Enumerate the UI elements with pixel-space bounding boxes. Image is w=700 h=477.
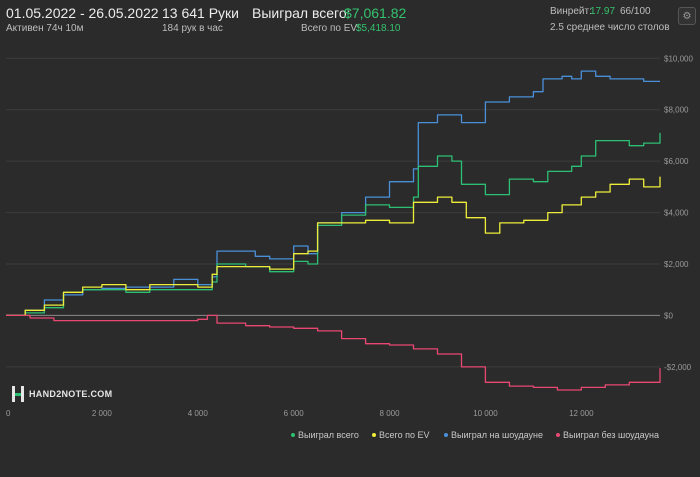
- series-line-won: [6, 132, 661, 317]
- series-line-non_showdown: [6, 314, 661, 391]
- y-tick-label: $8,000: [664, 106, 689, 115]
- x-tick-label: 10 000: [473, 409, 498, 418]
- x-tick-label: 6 000: [284, 409, 305, 418]
- ev-label: Всего по EV:: [301, 23, 360, 34]
- gear-icon: ⚙: [682, 10, 692, 22]
- series-line-showdown: [6, 70, 660, 317]
- legend-swatch: [291, 433, 295, 437]
- active-time: Активен 74ч 10м: [6, 23, 84, 34]
- total-won-value: $7,061.82: [344, 5, 407, 21]
- hands-per-hour: 184 рук в час: [162, 23, 223, 34]
- y-tick-label: $6,000: [664, 157, 689, 166]
- stats-header: 01.05.2022 - 26.05.2022 Активен 74ч 10м …: [0, 0, 700, 40]
- winrate-sample: 66/100: [620, 6, 651, 17]
- hand2note-logo: HAND2NOTE.COM: [12, 386, 112, 402]
- winrate-value: 17.97: [590, 6, 616, 17]
- series-line-ev: [6, 176, 661, 317]
- date-range[interactable]: 01.05.2022 - 26.05.2022: [6, 5, 159, 21]
- x-tick-label: 8 000: [380, 409, 401, 418]
- y-tick-label: $2,000: [664, 260, 689, 269]
- avg-tables: 2.5 среднее число столов: [550, 22, 670, 33]
- total-won-label: Выиграл всего:: [252, 5, 351, 21]
- hands-count: 13 641 Руки: [162, 5, 239, 21]
- y-axis: -$2,000 $0 $2,000 $4,000 $6,000 $8,000 $10,000: [664, 54, 693, 372]
- y-tick-label: -$2,000: [664, 363, 692, 372]
- legend-swatch: [372, 433, 376, 437]
- y-tick-label: $4,000: [664, 209, 689, 218]
- legend-item-non_showdown[interactable]: Выиграл без шоудауна: [563, 430, 659, 440]
- ev-value: $5,418.10: [356, 23, 401, 34]
- legend-item-ev[interactable]: Всего по EV: [379, 430, 429, 440]
- legend-item-showdown[interactable]: Выиграл на шоудауне: [451, 430, 543, 440]
- x-tick-label: 2 000: [92, 409, 113, 418]
- chart-grid: [6, 57, 660, 368]
- x-tick-label: 4 000: [188, 409, 209, 418]
- profit-chart: -$2,000 $0 $2,000 $4,000 $6,000 $8,000 $10,000…: [6, 54, 693, 440]
- legend-swatch: [556, 433, 560, 437]
- legend-swatch: [444, 433, 448, 437]
- x-tick-label: 0: [6, 409, 11, 418]
- hand2note-logo-text: HAND2NOTE.COM: [29, 389, 113, 399]
- winrate-label: Винрейт:: [550, 6, 592, 17]
- series-lines: [6, 70, 661, 391]
- legend-item-won[interactable]: Выиграл всего: [298, 430, 359, 440]
- y-tick-label: $0: [664, 311, 673, 320]
- settings-button[interactable]: ⚙: [678, 7, 696, 25]
- x-tick-label: 12 000: [569, 409, 594, 418]
- chart-legend: Выиграл всего Всего по EV Выиграл на шоуда…: [291, 430, 659, 440]
- x-axis: 0 2 000 4 000 6 000 8 000 10 000 12 000: [6, 409, 594, 418]
- y-tick-label: $10,000: [664, 54, 693, 63]
- hand2note-logo-icon: [12, 386, 24, 402]
